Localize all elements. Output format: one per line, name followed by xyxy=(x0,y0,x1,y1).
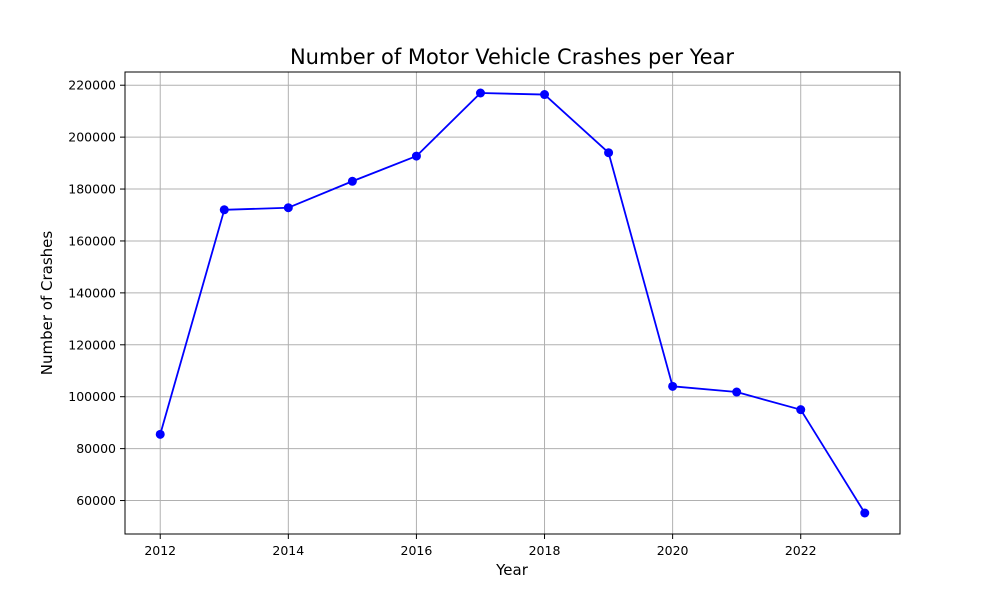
y-tick-label: 160000 xyxy=(68,233,116,248)
y-axis-label: Number of Crashes xyxy=(38,231,56,376)
data-point-marker xyxy=(283,203,293,213)
data-point-marker xyxy=(668,381,678,391)
x-tick-label: 2018 xyxy=(529,543,561,558)
data-point-marker xyxy=(860,508,870,518)
data-point-marker xyxy=(475,88,485,98)
x-tick-label: 2020 xyxy=(657,543,689,558)
series-layer xyxy=(155,88,870,518)
plot-frame xyxy=(124,71,901,535)
x-tick-label: 2016 xyxy=(401,543,433,558)
data-point-marker xyxy=(540,90,550,100)
y-tick-label: 140000 xyxy=(68,285,116,300)
data-point-marker xyxy=(796,405,806,415)
y-tick-label: 80000 xyxy=(76,441,116,456)
y-tick-label: 100000 xyxy=(68,389,116,404)
y-tick-label: 120000 xyxy=(68,337,116,352)
data-point-marker xyxy=(732,387,742,397)
series-line xyxy=(159,92,866,514)
data-point-marker xyxy=(347,176,357,186)
y-tick-label: 180000 xyxy=(68,182,116,197)
chart-title: Number of Motor Vehicle Crashes per Year xyxy=(290,45,734,69)
data-point-marker xyxy=(155,429,165,439)
data-point-marker xyxy=(411,151,421,161)
x-tick-label: 2022 xyxy=(785,543,817,558)
y-tick-label: 220000 xyxy=(68,78,116,93)
y-tick-label: 60000 xyxy=(76,493,116,508)
x-axis-label: Year xyxy=(495,561,529,579)
data-point-marker xyxy=(219,205,229,215)
data-point-marker xyxy=(604,148,614,158)
grid-layer xyxy=(125,72,900,534)
x-tick-label: 2014 xyxy=(272,543,304,558)
ticks-layer: 2012 2014 2016 2018 2020 2022 60000 80000 100000… xyxy=(68,78,816,558)
y-tick-label: 200000 xyxy=(68,130,116,145)
x-tick-label: 2012 xyxy=(144,543,176,558)
